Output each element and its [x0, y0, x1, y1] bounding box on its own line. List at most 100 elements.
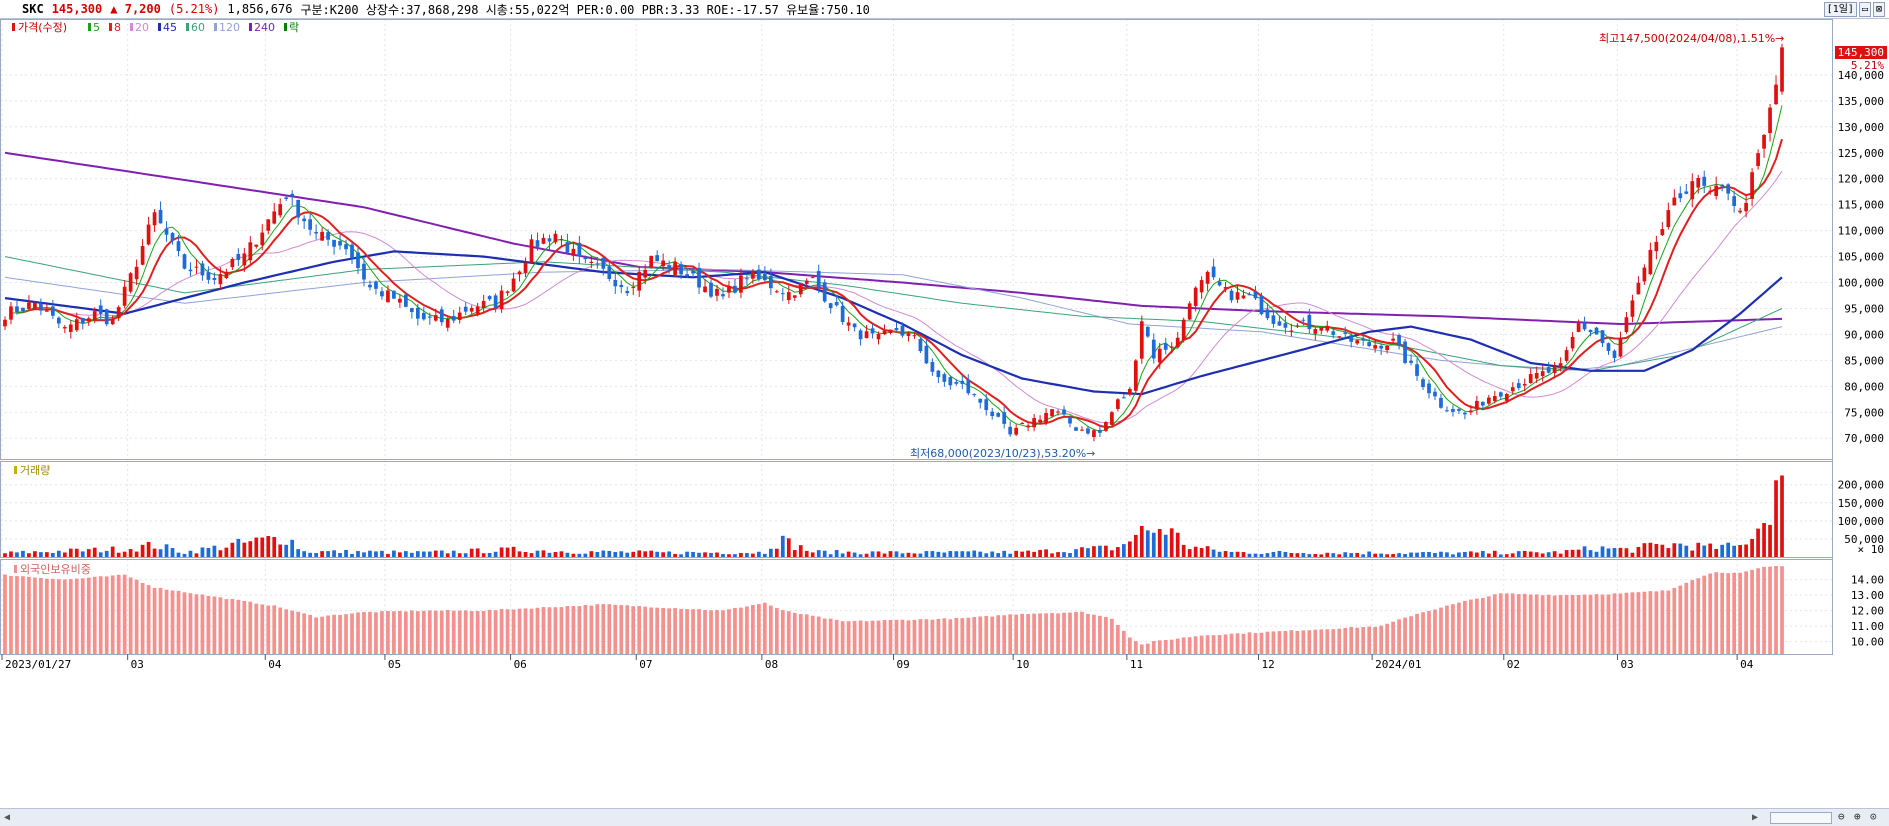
foreign-bar — [1056, 613, 1060, 654]
foreign-bar — [1720, 572, 1725, 654]
candle-body — [1044, 412, 1048, 423]
price-tick-label: 80,000 — [1844, 380, 1884, 393]
foreign-bar — [822, 618, 827, 654]
foreign-bar — [601, 604, 606, 654]
minimize-icon[interactable]: ▭ — [1858, 2, 1871, 17]
candle-body — [1074, 427, 1078, 431]
volume-bar — [840, 553, 845, 557]
candle-body — [176, 241, 181, 252]
volume-bar — [912, 553, 917, 557]
candle-body — [254, 244, 259, 247]
scroll-right-icon[interactable]: ▶ — [1752, 812, 1759, 823]
ma-legend-swatch — [109, 23, 112, 31]
foreign-bar — [649, 607, 654, 654]
volume-bar — [1229, 551, 1234, 557]
volume-bar — [487, 552, 492, 557]
foreign-bar — [493, 610, 498, 654]
foreign-bar — [242, 600, 247, 654]
stock-chart[interactable]: 70,000 75,000 80,000 85,000 90,000 95,000 100,… — [0, 19, 1889, 808]
volume-bar — [846, 551, 851, 557]
candle-body — [763, 273, 767, 281]
foreign-bar — [834, 619, 839, 654]
volume-bar — [499, 547, 504, 557]
foreign-bar — [1223, 634, 1228, 654]
foreign-bar — [74, 578, 79, 654]
grid-lines — [0, 19, 1832, 654]
ma-legend-swatch — [130, 23, 133, 31]
candle-body — [1415, 364, 1419, 376]
candle-body — [122, 286, 127, 306]
candle-body — [900, 325, 905, 336]
close-icon[interactable]: ⊠ — [1872, 2, 1885, 17]
foreign-bar — [954, 617, 959, 654]
foreign-bar — [924, 619, 929, 654]
volume-bar — [469, 548, 474, 557]
foreign-bar — [1768, 566, 1772, 654]
foreign-bar — [990, 616, 995, 654]
zoom-reset-icon[interactable]: ⊙ — [1870, 810, 1877, 823]
candle-body — [1199, 280, 1204, 293]
price-tick-label: 140,000 — [1838, 69, 1884, 82]
horizontal-scrollbar[interactable]: ◀ ▶ ⊖ ⊕ ⊙ — [0, 808, 1889, 826]
foreign-bar — [673, 608, 677, 654]
candle-body — [350, 244, 354, 259]
volume-bar — [1457, 552, 1461, 557]
candle-body — [260, 232, 265, 246]
foreign-bar — [1217, 635, 1222, 654]
volume-bar — [1259, 553, 1264, 557]
candle-body — [433, 315, 438, 321]
candle-body — [1175, 337, 1180, 347]
foreign-bar — [1092, 614, 1096, 654]
zoom-out-icon[interactable]: ⊖ — [1838, 810, 1845, 823]
foreign-bar — [21, 576, 25, 654]
candle-body — [1367, 342, 1372, 346]
candle-body — [882, 330, 887, 335]
foreign-bar — [1606, 594, 1611, 654]
volume-bar — [1552, 551, 1557, 557]
volume-bar — [80, 551, 85, 557]
candle-body — [1086, 428, 1090, 434]
ma-legend-swatch — [158, 23, 161, 31]
candle-body — [1642, 267, 1647, 282]
volume-bar — [930, 551, 935, 557]
volume-panel-title: 거래량 — [20, 464, 50, 477]
volume-bar — [1427, 551, 1431, 557]
scroll-thumb[interactable] — [1770, 812, 1832, 824]
volume-bar — [1008, 553, 1013, 557]
candle-body — [1612, 350, 1617, 358]
volume-bar — [1696, 542, 1701, 557]
candle-body — [1104, 422, 1108, 431]
foreign-bar — [1732, 572, 1736, 654]
candle-body — [1732, 196, 1736, 206]
foreign-bar — [912, 619, 917, 654]
candle-body — [1678, 193, 1683, 199]
foreign-bar — [469, 611, 474, 654]
volume-bar — [619, 551, 624, 557]
foreign-bar — [1020, 613, 1024, 654]
volume-bar — [804, 550, 809, 557]
foreign-bar — [559, 607, 564, 654]
zoom-in-icon[interactable]: ⊕ — [1854, 810, 1861, 823]
foreign-bar — [870, 620, 875, 654]
foreign-bar — [972, 616, 977, 654]
candle-body — [619, 284, 624, 288]
volume-bar — [1415, 552, 1419, 557]
foreign-bar — [661, 608, 666, 654]
volume-bar — [1313, 553, 1318, 557]
foreign-bar — [68, 579, 73, 654]
candle-body — [1002, 412, 1007, 424]
foreign-bar — [451, 610, 456, 654]
volume-bar — [1080, 547, 1084, 557]
foreign-bar — [290, 610, 295, 654]
candle-body — [906, 333, 911, 336]
volume-bar — [86, 549, 91, 557]
scroll-left-icon[interactable]: ◀ — [4, 812, 11, 823]
candle-body — [1738, 210, 1742, 213]
foreign-bar — [1295, 630, 1300, 654]
period-button[interactable]: [1일] — [1823, 2, 1857, 17]
volume-bar — [679, 554, 683, 557]
volume-bar — [1397, 553, 1401, 557]
foreign-bar — [1439, 607, 1443, 654]
volume-bar — [1307, 554, 1312, 557]
volume-bar — [1714, 548, 1719, 557]
